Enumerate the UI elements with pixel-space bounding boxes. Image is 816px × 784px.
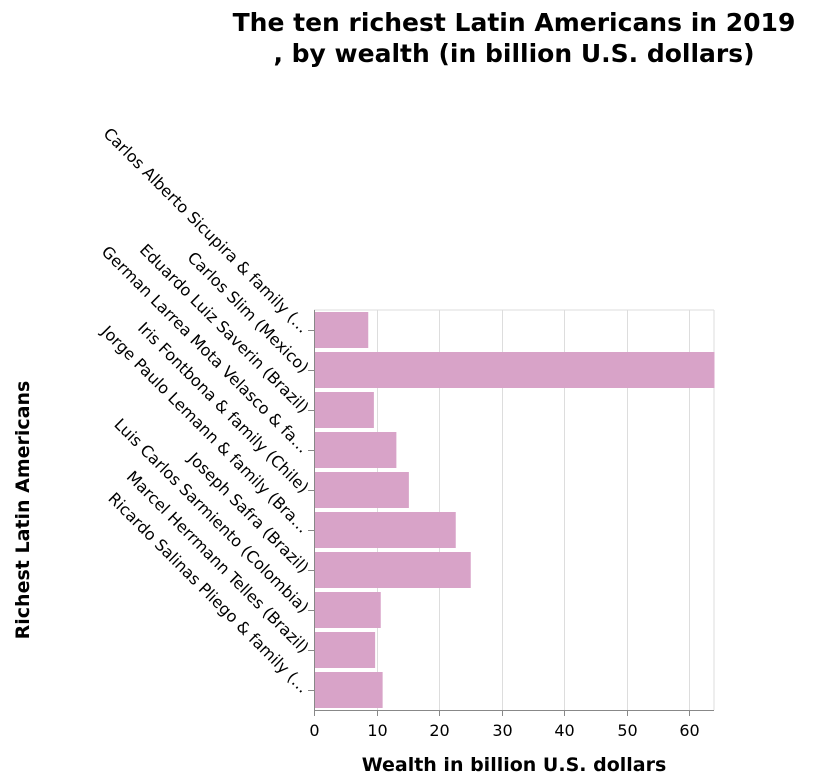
bar: [314, 512, 456, 548]
bar: [314, 392, 374, 428]
chart-title-line-2: , by wealth (in billion U.S. dollars): [273, 39, 754, 68]
axes: [308, 310, 714, 716]
x-tick-label: 10: [367, 721, 387, 740]
x-axis-title: Wealth in billion U.S. dollars: [362, 754, 667, 776]
bars: [314, 312, 715, 708]
x-tick-label: 30: [492, 721, 512, 740]
bar: [314, 672, 383, 708]
bar: [314, 312, 369, 348]
x-tick-label: 0: [309, 721, 319, 740]
y-axis-title: Richest Latin Americans: [12, 381, 34, 640]
bar: [314, 592, 381, 628]
bar: [314, 352, 715, 388]
bar: [314, 432, 397, 468]
x-tick-label: 40: [554, 721, 574, 740]
x-tick-label: 20: [429, 721, 449, 740]
category-labels: Carlos Alberto Sicupira & family (…Carlo…: [97, 124, 313, 697]
bar: [314, 472, 409, 508]
x-tick-label: 50: [617, 721, 637, 740]
x-tick-label: 60: [679, 721, 699, 740]
bar: [314, 632, 376, 668]
chart-title-line-1: The ten richest Latin Americans in 2019: [233, 8, 796, 37]
bar: [314, 552, 471, 588]
x-tick-labels: 0 10 20 30 40 50 60: [309, 721, 699, 740]
